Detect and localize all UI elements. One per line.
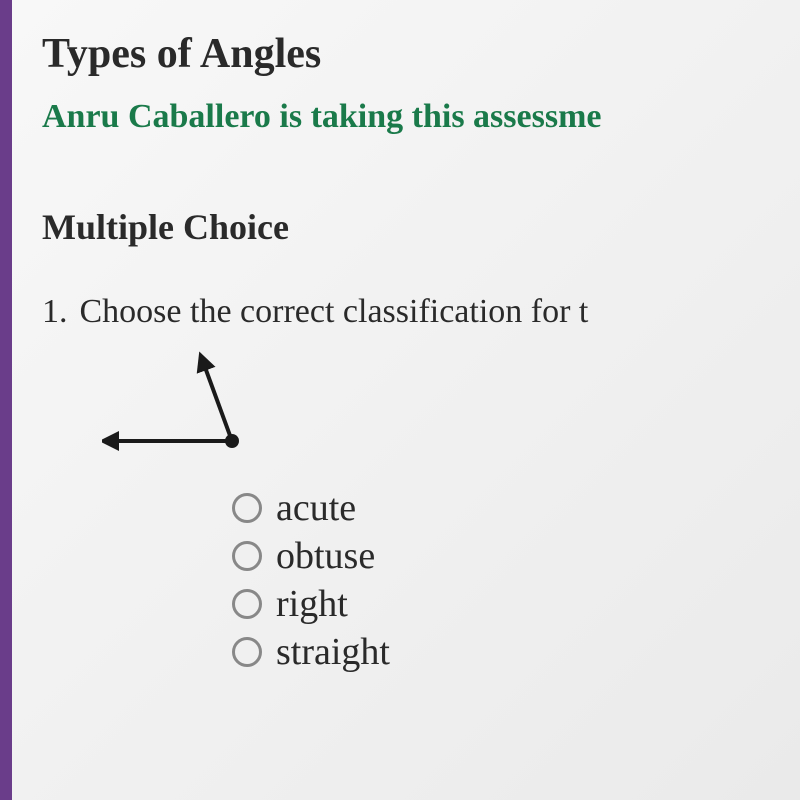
radio-icon[interactable] — [232, 589, 262, 619]
option-right[interactable]: right — [232, 582, 800, 626]
options-list: acute obtuse right straight — [232, 486, 800, 674]
assessment-content: Types of Angles Anru Caballero is taking… — [12, 0, 800, 674]
radio-icon[interactable] — [232, 493, 262, 523]
option-acute[interactable]: acute — [232, 486, 800, 530]
section-heading: Multiple Choice — [42, 206, 800, 248]
option-label: straight — [276, 630, 390, 674]
question-text: Choose the correct classification for t — [80, 293, 589, 331]
taker-status: Anru Caballero is taking this assessme — [42, 98, 800, 136]
option-straight[interactable]: straight — [232, 630, 800, 674]
page-title: Types of Angles — [42, 30, 800, 78]
angle-svg — [102, 351, 262, 461]
option-label: obtuse — [276, 534, 375, 578]
option-label: right — [276, 582, 348, 626]
question-row: 1. Choose the correct classification for… — [42, 293, 800, 331]
option-obtuse[interactable]: obtuse — [232, 534, 800, 578]
angle-diagram — [102, 351, 800, 466]
option-label: acute — [276, 486, 356, 530]
radio-icon[interactable] — [232, 637, 262, 667]
question-number: 1. — [42, 293, 68, 331]
radio-icon[interactable] — [232, 541, 262, 571]
